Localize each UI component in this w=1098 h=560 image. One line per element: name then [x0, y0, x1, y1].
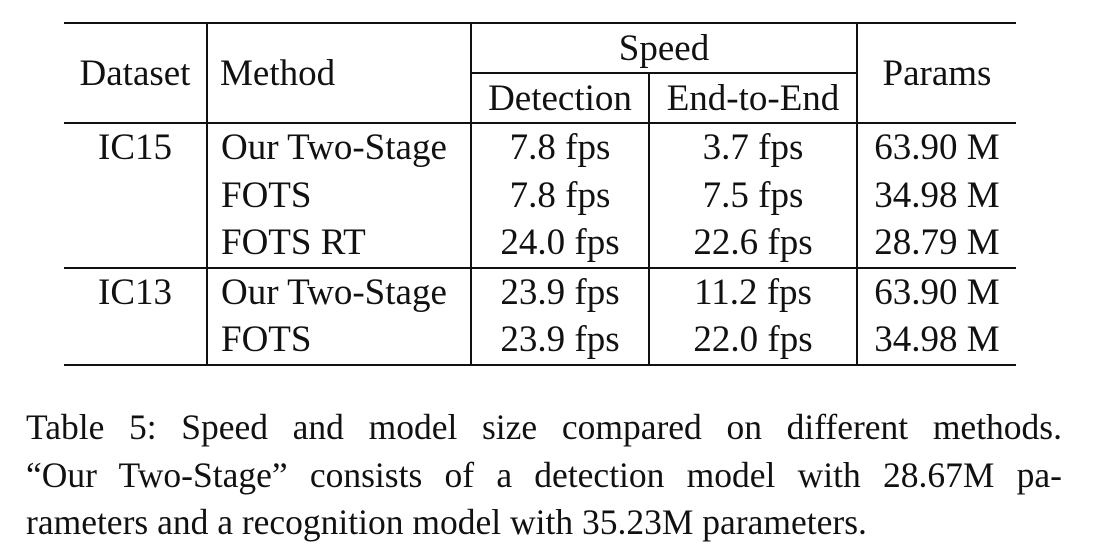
caption-line: Table 5: Speed and model size compared o… — [26, 407, 1062, 447]
detection-cell: 24.0 fps — [471, 219, 650, 268]
table-row: IC13 Our Two-Stage 23.9 fps 11.2 fps 63.… — [64, 266, 1016, 366]
header-speed: Speed — [471, 22, 858, 74]
params-cell: 63.90 M — [857, 266, 1016, 316]
detection-cell: 7.8 fps — [471, 122, 650, 172]
params-cell: 34.98 M — [874, 174, 1000, 216]
end-to-end-cell: 22.0 fps — [649, 316, 858, 366]
detection-cell: 23.9 fps — [471, 266, 650, 316]
dataset-label: IC13 — [98, 271, 172, 313]
dataset-cell: IC13 — [64, 266, 208, 366]
results-table-container: Dataset Method Speed Params Detection En… — [64, 22, 1016, 366]
method-cell: Our Two-Stage — [207, 122, 472, 172]
detection-cell: 7.8 fps — [471, 171, 650, 219]
header-end-to-end: End-to-End — [649, 73, 858, 123]
end-to-end-cell: 3.7 fps — [649, 122, 858, 172]
caption-line: rameters and a recognition model with 35… — [26, 502, 867, 542]
end-to-end-cell: 22.6 fps — [649, 219, 858, 268]
method-cell: FOTS — [207, 316, 472, 366]
end-to-end-cell: 11.2 fps — [649, 266, 858, 316]
dataset-cell: IC15 — [64, 122, 208, 268]
header-method: Method — [207, 22, 472, 123]
header-dataset: Dataset — [64, 22, 208, 123]
table-row: FOTS RT 24.0 fps 22.6 fps 28.79 M — [64, 219, 1016, 268]
header-params: Params — [857, 22, 1016, 123]
header-detection: Detection — [471, 73, 650, 123]
table-row: IC15 Our Two-Stage 7.8 fps 3.7 fps 63.90… — [64, 122, 1016, 268]
detection-cell: 23.9 fps — [471, 316, 650, 366]
method-cell: FOTS — [207, 171, 472, 219]
method-cell: FOTS RT — [207, 219, 472, 268]
speed-params-table: Dataset Method Speed Params Detection En… — [64, 22, 1016, 366]
table-caption: Table 5: Speed and model size compared o… — [26, 404, 1062, 547]
table-row: FOTS 23.9 fps 22.0 fps 34.98 M — [64, 316, 1016, 366]
table-row: FOTS 7.8 fps 7.5 fps 34.98 M — [64, 171, 1016, 219]
params-cell: 63.90 M — [857, 122, 1016, 172]
params-cell: 28.79 M — [874, 222, 1000, 264]
params-cell: 34.98 M — [857, 316, 1016, 366]
method-cell: Our Two-Stage — [207, 266, 472, 316]
dataset-label: IC15 — [98, 127, 172, 168]
end-to-end-cell: 7.5 fps — [649, 171, 858, 219]
caption-line: “Our Two-Stage” consists of a detection … — [26, 454, 1062, 495]
